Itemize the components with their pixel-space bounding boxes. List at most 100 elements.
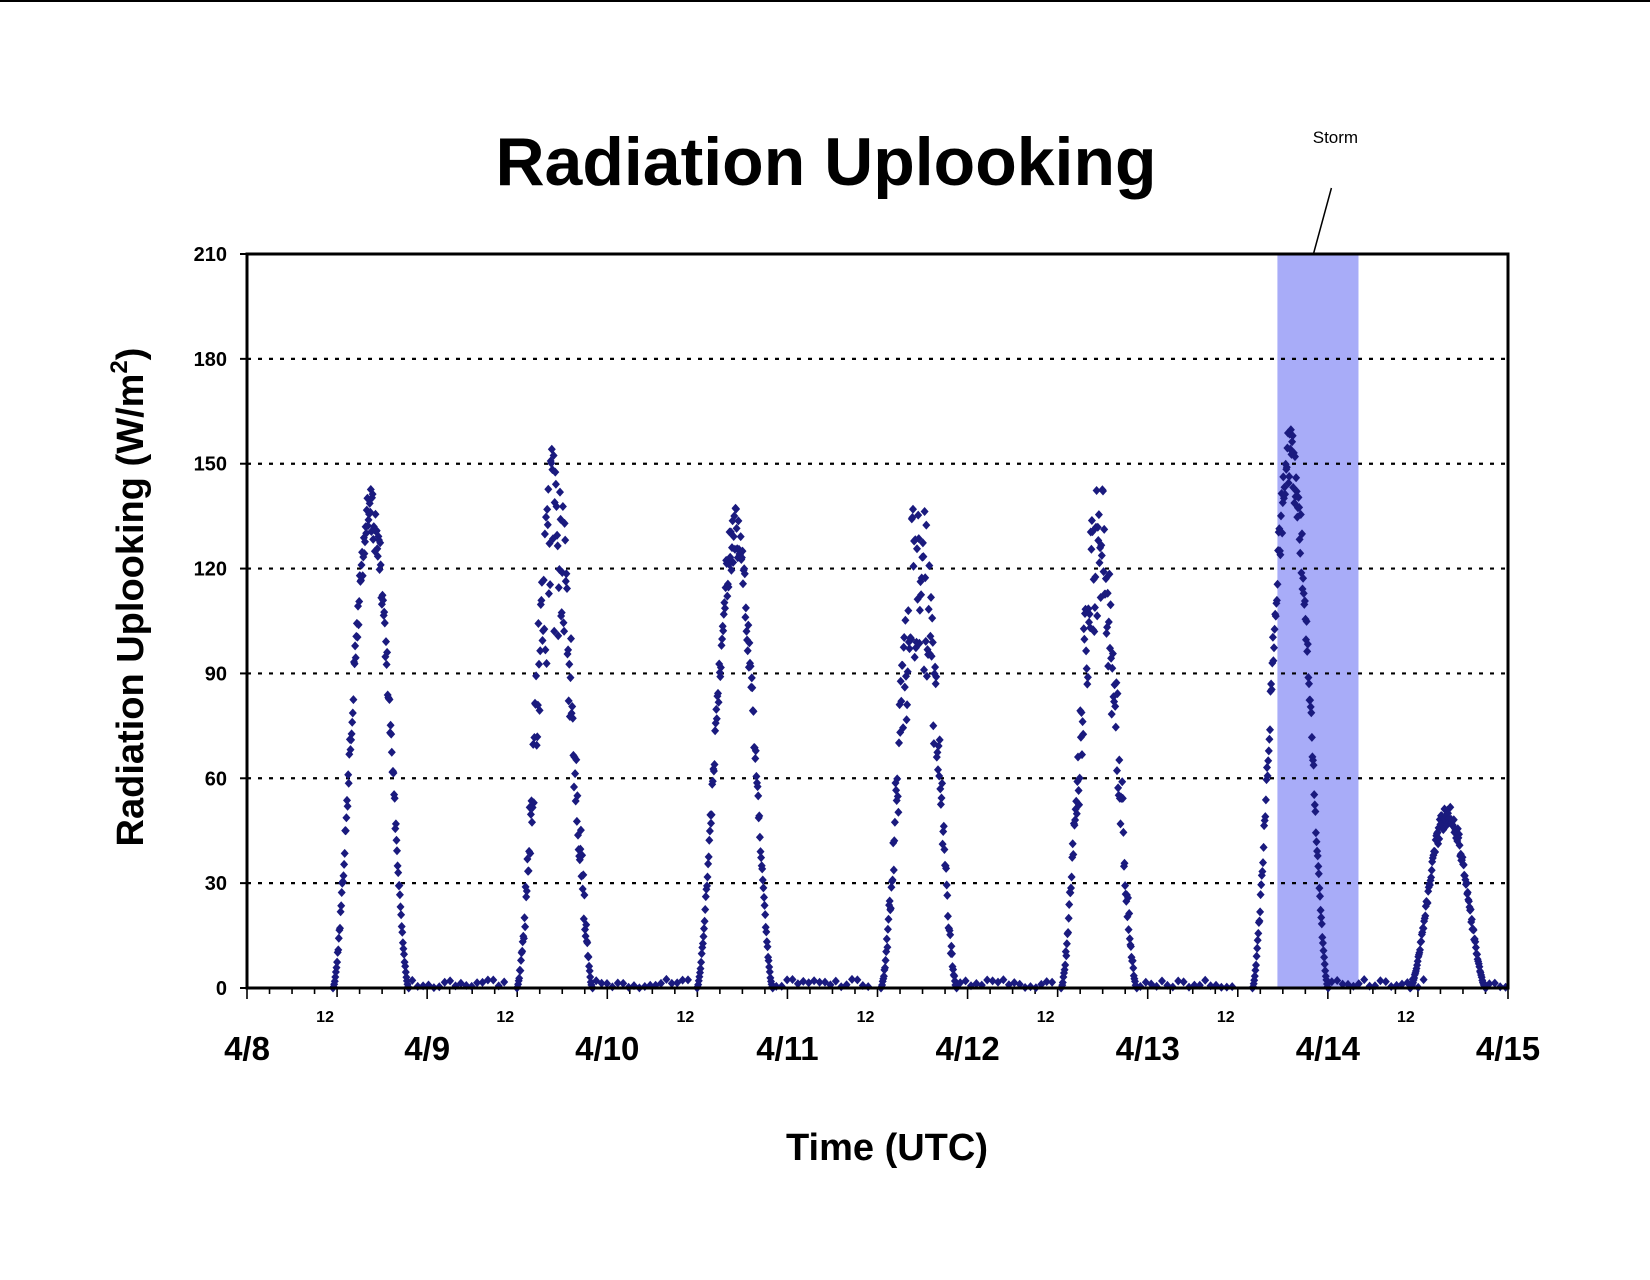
y-axis-label-base: Radiation Uplooking (W/m: [110, 374, 152, 847]
y-tick-label-7: 210: [194, 244, 227, 266]
data-point-day3-39: [899, 642, 908, 652]
data-point-day2-12: [700, 924, 708, 934]
data-point-day4-12: [1064, 928, 1073, 937]
data-point-day5-56: [1281, 489, 1290, 499]
baseline-point-day0-17: [500, 977, 509, 987]
data-point-day2-95: [748, 683, 757, 693]
data-point-day4-9: [1062, 951, 1071, 961]
data-point-day0-112: [394, 868, 403, 878]
baseline-point-day6-1: [1490, 978, 1499, 988]
data-point-day0-122: [400, 949, 408, 959]
data-point-day4-97: [1113, 689, 1122, 699]
data-point-day3-83: [925, 561, 934, 571]
data-point-day0-124: [401, 961, 410, 971]
data-point-day3-66: [915, 638, 924, 648]
baseline-point-day2-15: [853, 975, 862, 985]
data-point-day0-117: [397, 910, 406, 920]
data-point-day0-77: [373, 551, 382, 561]
baseline-point-day2-2: [783, 975, 792, 985]
data-point-day2-117: [761, 910, 770, 920]
data-point-day2-116: [760, 900, 769, 910]
data-point-day3-62: [913, 544, 921, 554]
baseline-point-day4-8: [1179, 977, 1188, 987]
data-point-day3-28: [893, 774, 902, 784]
data-point-day5-125: [1321, 966, 1330, 976]
data-point-day5-27: [1264, 756, 1273, 766]
data-point-day2-22: [705, 826, 714, 836]
data-point-day5-59: [1282, 462, 1291, 472]
data-point-day5-96: [1304, 673, 1313, 682]
baseline-point-day5-17: [1419, 975, 1428, 985]
data-point-day5-124: [1320, 959, 1329, 969]
baseline-point-day5-2: [1338, 979, 1347, 989]
data-point-day3-49: [905, 644, 914, 654]
data-point-day1-119: [582, 920, 591, 930]
data-point-day2-52: [723, 591, 732, 601]
data-point-day1-89: [564, 696, 573, 706]
data-point-day1-49: [541, 645, 550, 655]
data-point-day6-69: [1446, 802, 1455, 812]
data-point-day4-105: [1118, 777, 1127, 787]
data-point-day4-120: [1126, 942, 1135, 951]
data-point-day5-123: [1320, 952, 1329, 962]
data-point-day5-119: [1317, 919, 1326, 929]
data-point-day6-113: [1471, 943, 1480, 952]
data-point-day1-16: [522, 892, 531, 902]
data-point-day2-88: [744, 620, 753, 630]
data-point-day2-59: [727, 565, 736, 575]
data-point-day4-59: [1091, 572, 1100, 582]
baseline-point-day3-16: [1042, 977, 1051, 987]
data-point-day5-117: [1316, 905, 1325, 915]
data-point-day1-79: [558, 502, 567, 511]
data-point-day0-54: [360, 549, 369, 559]
data-point-day2-36: [714, 688, 722, 698]
data-point-day4-7: [1061, 960, 1070, 970]
data-point-day0-37: [350, 659, 359, 669]
data-point-day2-45: [719, 626, 728, 636]
baseline-point-day2-11: [831, 976, 840, 986]
data-point-day1-4: [515, 973, 524, 983]
baseline-point-day5-6: [1360, 975, 1369, 985]
data-point-day5-40: [1271, 611, 1280, 621]
data-point-day0-39: [351, 653, 360, 663]
data-point-day5-51: [1278, 528, 1287, 538]
data-point-day3-124: [949, 965, 958, 974]
data-point-day4-40: [1080, 634, 1089, 644]
y-axis-label: Radiation Uplooking (W/m2): [106, 348, 152, 847]
data-point-day2-17: [703, 881, 711, 891]
data-point-day0-19: [340, 859, 349, 869]
data-point-day4-98: [1114, 783, 1123, 793]
data-point-day3-119: [946, 930, 955, 940]
data-point-day5-25: [1263, 763, 1271, 772]
data-point-day1-7: [517, 955, 525, 965]
data-point-day3-29: [893, 791, 902, 801]
y-tick-label-4: 120: [194, 559, 227, 581]
baseline-point-day3-6: [988, 976, 997, 986]
data-point-day1-29: [529, 798, 538, 808]
data-point-day6-104: [1466, 904, 1475, 914]
data-point-day0-115: [395, 890, 404, 900]
data-point-day2-97: [749, 706, 758, 716]
data-point-day1-9: [518, 946, 527, 956]
data-point-day3-56: [909, 561, 918, 571]
data-point-day1-40: [536, 646, 545, 656]
data-point-day2-29: [709, 766, 718, 776]
storm-shade: [1277, 254, 1359, 988]
data-point-day4-31: [1075, 800, 1084, 810]
baseline-point-day2-3: [788, 975, 797, 984]
data-point-day2-109: [756, 847, 765, 857]
x-axis-label: Time (UTC): [786, 1127, 988, 1169]
baseline-point-day1-17: [684, 975, 692, 985]
data-point-day1-81: [560, 626, 569, 636]
data-point-day5-42: [1272, 595, 1281, 605]
data-point-day1-64: [550, 626, 559, 636]
data-point-day4-106: [1118, 793, 1127, 803]
data-point-day3-115: [943, 911, 952, 921]
data-point-day6-75: [1449, 815, 1458, 825]
data-point-day4-17: [1067, 883, 1075, 893]
baseline-point-day0-15: [489, 975, 498, 985]
data-point-day1-51: [542, 659, 551, 668]
data-point-day5-85: [1298, 529, 1306, 539]
data-point-day0-97: [385, 695, 394, 704]
x-minor-label-0: 12: [316, 1009, 334, 1026]
